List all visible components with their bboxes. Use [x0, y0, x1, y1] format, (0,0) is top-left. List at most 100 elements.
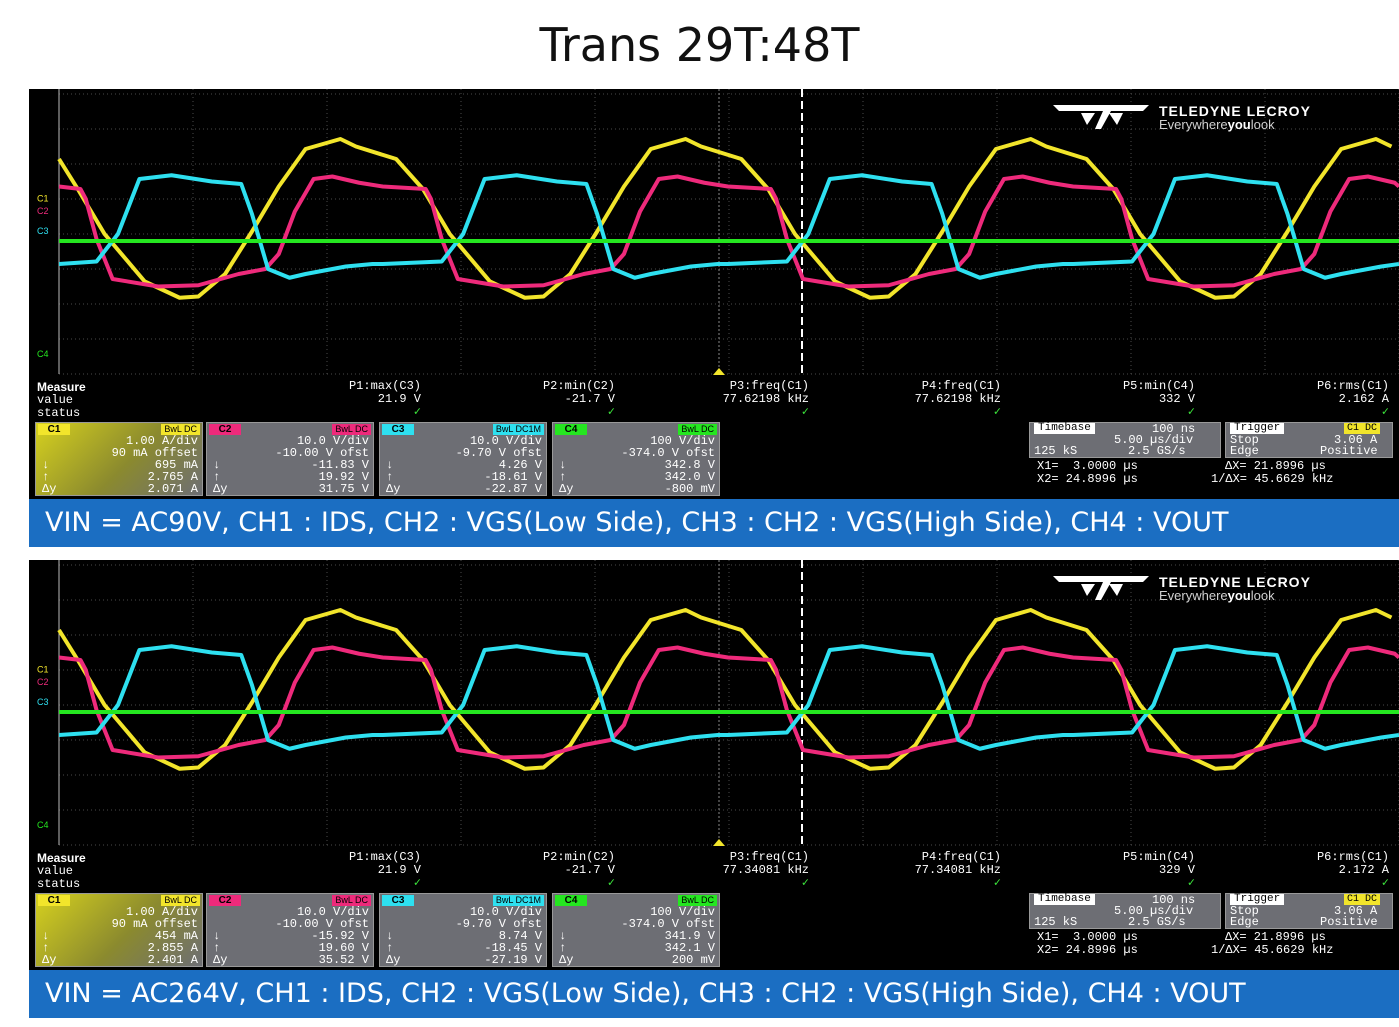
channel-box-ch1[interactable]: C1 BwL DC 1.00 A/div 90 mA offset 695 mA ↓ 2.7… [35, 422, 203, 496]
timebase-trigger-box[interactable]: Timebase 100 ns 5.00 µs/div 125 kS 2.5 GS/s T… [1029, 893, 1393, 957]
timebase-panel: Timebase 100 ns 5.00 µs/div 125 kS 2.5 GS/s [1029, 422, 1221, 458]
trigger-panel: Trigger C1 DC Stop 3.06 A Edge Positive [1225, 893, 1393, 929]
measure-value: 21.9 V [377, 863, 421, 877]
channel-max-symbol: ↑ [213, 470, 221, 484]
channel-header: C2 BwL DC [209, 895, 371, 906]
measure-param: P5:min(C4) [1122, 379, 1195, 393]
channel-min: 341.9 V [664, 929, 715, 943]
status-check-icon: ✓ [413, 405, 421, 419]
status-check-icon: ✓ [413, 876, 421, 890]
channel-offset: -374.0 V ofst [621, 446, 715, 460]
measure-label: Measure [37, 851, 86, 865]
measure-value: 329 V [1158, 863, 1195, 877]
trigger-source: C1 DC [1344, 423, 1381, 434]
measure-param: P4:freq(C1) [921, 850, 1001, 864]
channel-scale: 100 V/div [650, 434, 715, 448]
channel-box-ch1[interactable]: C1 BwL DC 1.00 A/div 90 mA offset 454 mA ↓ 2.8… [35, 893, 203, 967]
oscilloscope-screen-1: C1 C2 C3 C4 TELEDYNE LECROY Everywhereyoulook… [29, 89, 1399, 546]
measure-param: P2:min(C2) [542, 379, 615, 393]
caption-banner-2: VIN = AC264V, CH1 : IDS, CH2 : VGS(Low S… [29, 970, 1399, 1018]
trigger-marker [713, 839, 725, 846]
channel-max-symbol: ↑ [42, 470, 50, 484]
lecroy-logo-icon [1053, 576, 1149, 600]
trigger-slope: Positive [1320, 444, 1378, 458]
channel-scale: 1.00 A/div [125, 434, 198, 448]
channel-coupling: BwL DC1M [492, 895, 544, 906]
channel-delta-symbol: Δy [42, 482, 57, 496]
channel-min: 695 mA [154, 458, 198, 472]
channel-marker-c4: C4 [37, 349, 49, 359]
channel-delta-symbol: Δy [213, 953, 228, 967]
trace-c1 [57, 608, 1393, 771]
measure-label: value [37, 864, 74, 878]
status-check-icon: ✓ [1187, 405, 1195, 419]
lecroy-logo-icon [1053, 105, 1149, 129]
brand-tagline: Everywhereyoulook [1159, 588, 1275, 603]
channel-delta: -27.19 V [484, 953, 542, 967]
trigger-slope: Positive [1320, 915, 1378, 929]
channel-min: -15.92 V [311, 929, 369, 943]
channel-min-symbol: ↓ [386, 929, 394, 943]
channel-header: C3 BwL DC1M [382, 424, 544, 435]
channel-box-ch3[interactable]: C3 BwL DC1M 10.0 V/div -9.70 V ofst 4.26 V ↓ -… [379, 422, 547, 496]
trigger-level: 3.06 A [1334, 904, 1378, 918]
measure-param: P1:max(C3) [348, 850, 421, 864]
graticule [58, 89, 1399, 375]
channel-delta-symbol: Δy [559, 482, 574, 496]
channel-delta-symbol: Δy [42, 953, 57, 967]
channel-box-ch4[interactable]: C4 BwL DC 100 V/div -374.0 V ofst 341.9 V ↓ 34… [552, 893, 720, 967]
trace-c1 [57, 137, 1393, 300]
trace-c3 [58, 644, 1399, 751]
status-check-icon: ✓ [1187, 876, 1195, 890]
channel-offset: 90 mA offset [111, 917, 198, 931]
measure-value: 2.172 A [1338, 863, 1389, 877]
channel-box-ch4[interactable]: C4 BwL DC 100 V/div -374.0 V ofst 342.8 V ↓ 34… [552, 422, 720, 496]
graticule [58, 560, 1399, 846]
channel-header: C4 BwL DC [555, 424, 717, 435]
channel-tag: C1 [38, 424, 70, 435]
channel-header: C1 BwL DC [38, 895, 200, 906]
timebase-label: Timebase [1034, 894, 1095, 905]
status-check-icon: ✓ [1381, 876, 1389, 890]
channel-min-symbol: ↓ [559, 458, 567, 472]
measure-param: P1:max(C3) [348, 379, 421, 393]
channel-box-ch3[interactable]: C3 BwL DC1M 10.0 V/div -9.70 V ofst 8.74 V ↓ -… [379, 893, 547, 967]
status-check-icon: ✓ [1381, 405, 1389, 419]
measure-label: value [37, 393, 74, 407]
channel-box-ch2[interactable]: C2 BwL DC 10.0 V/div -10.00 V ofst -15.92 V ↓… [206, 893, 374, 967]
measure-value: 332 V [1158, 392, 1195, 406]
measure-column: P5:min(C4) 329 V ✓ [1015, 851, 1195, 890]
channel-offset: -10.00 V ofst [275, 446, 369, 460]
measure-labels: Measure value status [37, 851, 86, 891]
channel-coupling: BwL DC [678, 895, 717, 906]
channel-tag: C3 [382, 424, 414, 435]
measure-column: P1:max(C3) 21.9 V ✓ [241, 851, 421, 890]
status-check-icon: ✓ [607, 876, 615, 890]
trigger-level: 3.06 A [1334, 433, 1378, 447]
channel-min-symbol: ↓ [42, 458, 50, 472]
channel-tag: C4 [555, 895, 587, 906]
measure-column: P5:min(C4) 332 V ✓ [1015, 380, 1195, 419]
brand-name: TELEDYNE LECROY [1159, 103, 1311, 119]
channel-max-symbol: ↑ [386, 470, 394, 484]
measure-column: P4:freq(C1) 77.34081 kHz ✓ [821, 851, 1001, 890]
channel-tag: C2 [209, 424, 241, 435]
channel-marker-c1: C1 [37, 665, 49, 675]
status-check-icon: ✓ [607, 405, 615, 419]
measure-labels: Measure value status [37, 380, 86, 420]
status-check-icon: ✓ [993, 876, 1001, 890]
channel-max: 342.1 V [664, 941, 715, 955]
channel-min: 342.8 V [664, 458, 715, 472]
timebase-trigger-box[interactable]: Timebase 100 ns 5.00 µs/div 125 kS 2.5 GS/s T… [1029, 422, 1393, 486]
timebase-samples: 125 kS [1034, 444, 1078, 458]
channel-max-symbol: ↑ [559, 941, 567, 955]
brand-logo: TELEDYNE LECROY Everywhereyoulook [1051, 103, 1391, 132]
channel-marker-c2: C2 [37, 206, 49, 216]
measure-value: 77.34081 kHz [914, 863, 1001, 877]
status-check-icon: ✓ [801, 405, 809, 419]
channel-header: C2 BwL DC [209, 424, 371, 435]
timebase-rate: 5.00 µs/div [1114, 904, 1194, 918]
channel-box-ch2[interactable]: C2 BwL DC 10.0 V/div -10.00 V ofst -11.83 V ↓… [206, 422, 374, 496]
channel-delta-symbol: Δy [559, 953, 574, 967]
channel-offset: -9.70 V ofst [455, 446, 542, 460]
